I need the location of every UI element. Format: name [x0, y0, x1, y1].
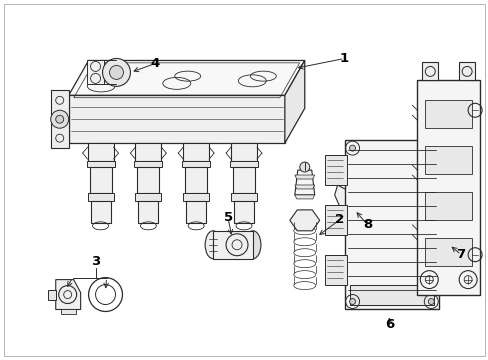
Text: 5: 5 [223, 211, 232, 224]
Text: 6: 6 [384, 318, 393, 331]
Polygon shape [294, 175, 314, 179]
Bar [324, 255, 346, 285]
Polygon shape [68, 60, 304, 95]
Polygon shape [185, 167, 207, 193]
Ellipse shape [205, 231, 221, 259]
Polygon shape [68, 95, 285, 143]
Polygon shape [51, 90, 68, 148]
Bar [425, 238, 471, 266]
Bar [324, 155, 346, 185]
Bar [425, 146, 471, 174]
Polygon shape [230, 143, 256, 161]
Polygon shape [48, 289, 56, 300]
Bar [425, 192, 471, 220]
Polygon shape [137, 167, 159, 193]
Polygon shape [229, 161, 258, 167]
Polygon shape [138, 201, 158, 223]
Polygon shape [186, 201, 206, 223]
Text: 1: 1 [339, 52, 348, 65]
Bar [425, 100, 471, 128]
Polygon shape [334, 185, 392, 250]
Polygon shape [86, 60, 103, 84]
Polygon shape [233, 167, 254, 193]
Ellipse shape [102, 58, 130, 86]
Polygon shape [135, 143, 161, 161]
Polygon shape [135, 193, 161, 201]
Ellipse shape [427, 298, 433, 305]
Polygon shape [134, 161, 162, 167]
Polygon shape [56, 280, 81, 310]
Polygon shape [285, 60, 304, 143]
Bar [458, 62, 474, 80]
Ellipse shape [51, 110, 68, 128]
Text: 2: 2 [334, 213, 344, 226]
Ellipse shape [56, 115, 63, 123]
Bar [416, 80, 479, 294]
Polygon shape [294, 195, 314, 199]
Polygon shape [87, 143, 113, 161]
Polygon shape [87, 193, 113, 201]
Polygon shape [86, 161, 114, 167]
Ellipse shape [349, 298, 355, 305]
Bar [349, 285, 433, 305]
Polygon shape [89, 167, 111, 193]
Ellipse shape [109, 66, 123, 80]
Polygon shape [183, 193, 209, 201]
Polygon shape [230, 193, 256, 201]
Bar [324, 205, 346, 235]
Polygon shape [289, 210, 319, 231]
Polygon shape [213, 231, 252, 259]
Ellipse shape [244, 231, 261, 259]
Ellipse shape [427, 145, 433, 151]
Text: 3: 3 [91, 255, 100, 268]
Text: 4: 4 [150, 57, 160, 70]
Text: 7: 7 [456, 248, 465, 261]
Ellipse shape [299, 162, 309, 172]
Polygon shape [61, 310, 76, 315]
Polygon shape [183, 143, 209, 161]
Polygon shape [90, 201, 110, 223]
Polygon shape [294, 170, 314, 195]
Ellipse shape [349, 145, 355, 151]
Bar [422, 62, 437, 80]
Bar [344, 140, 438, 310]
Polygon shape [294, 185, 314, 189]
Polygon shape [234, 201, 253, 223]
Text: 8: 8 [362, 218, 371, 231]
Polygon shape [182, 161, 210, 167]
